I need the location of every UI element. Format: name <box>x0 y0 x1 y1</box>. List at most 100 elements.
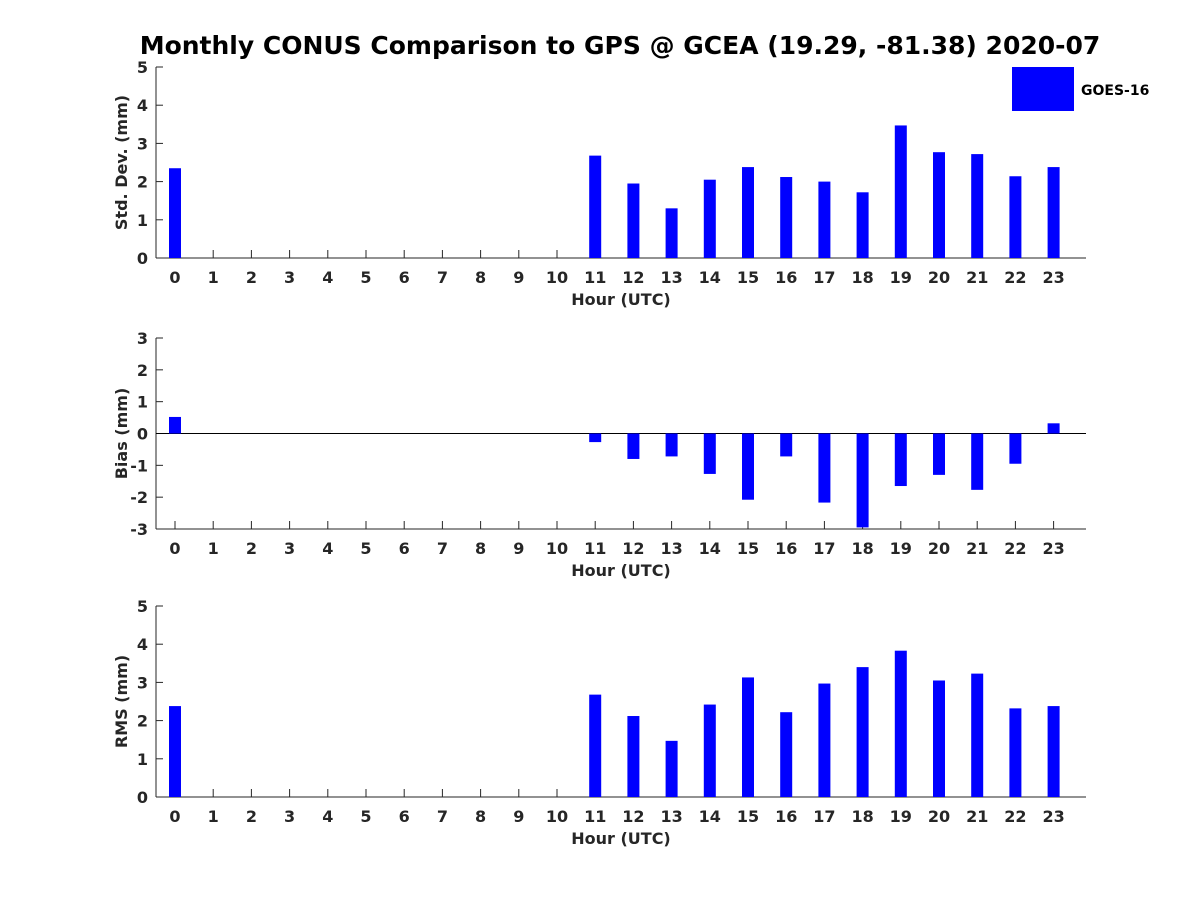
x-tick-label: 22 <box>1004 807 1026 826</box>
bar <box>1047 167 1060 258</box>
y-tick-label: -3 <box>130 520 148 539</box>
y-tick-label: 5 <box>137 58 148 77</box>
x-tick-label: 13 <box>660 539 682 558</box>
bar <box>627 433 640 459</box>
y-tick-label: 0 <box>137 425 148 444</box>
bar <box>894 433 907 487</box>
x-tick-label: 19 <box>890 807 912 826</box>
x-tick-label: 12 <box>622 539 644 558</box>
bar <box>665 433 678 457</box>
x-axis-label: Hour (UTC) <box>571 290 671 309</box>
bar <box>1009 433 1022 464</box>
x-tick-label: 15 <box>737 807 759 826</box>
x-tick-label: 2 <box>246 807 257 826</box>
bar <box>169 168 181 258</box>
x-tick-label: 11 <box>584 539 606 558</box>
bar <box>1047 423 1060 434</box>
bar <box>894 125 907 258</box>
x-tick-label: 6 <box>399 539 410 558</box>
x-tick-label: 13 <box>660 268 682 287</box>
x-tick-label: 0 <box>169 268 180 287</box>
bar <box>818 433 831 503</box>
y-tick-label: -1 <box>130 456 148 475</box>
y-tick-label: 4 <box>137 96 148 115</box>
bar <box>169 706 181 797</box>
x-tick-label: 1 <box>208 268 219 287</box>
x-axis-label: Hour (UTC) <box>571 561 671 580</box>
y-tick-label: 1 <box>137 393 148 412</box>
x-tick-label: 16 <box>775 268 797 287</box>
x-tick-label: 8 <box>475 268 486 287</box>
bar <box>818 683 831 797</box>
bar <box>780 177 793 258</box>
x-tick-label: 14 <box>699 539 721 558</box>
bar <box>894 650 907 797</box>
x-tick-label: 18 <box>851 268 873 287</box>
x-tick-label: 17 <box>813 539 835 558</box>
x-tick-label: 19 <box>890 268 912 287</box>
y-tick-label: 0 <box>137 788 148 807</box>
x-tick-label: 15 <box>737 539 759 558</box>
y-tick-label: 1 <box>137 750 148 769</box>
x-tick-label: 9 <box>513 268 524 287</box>
y-tick-label: 0 <box>137 249 148 268</box>
x-tick-label: 12 <box>622 268 644 287</box>
bar <box>742 433 754 500</box>
x-tick-label: 14 <box>699 807 721 826</box>
x-tick-label: 8 <box>475 807 486 826</box>
bar <box>971 154 984 258</box>
bar <box>818 181 831 258</box>
legend: GOES-16 <box>1012 67 1149 111</box>
x-tick-label: 1 <box>208 539 219 558</box>
bar <box>780 712 793 797</box>
x-tick-label: 21 <box>966 268 988 287</box>
legend-label: GOES-16 <box>1081 83 1149 99</box>
x-tick-label: 12 <box>622 807 644 826</box>
x-tick-label: 14 <box>699 268 721 287</box>
x-tick-label: 8 <box>475 539 486 558</box>
bar <box>971 673 984 797</box>
bar <box>1009 708 1022 797</box>
bar <box>971 433 984 490</box>
y-tick-label: 2 <box>137 173 148 192</box>
x-tick-label: 22 <box>1004 539 1026 558</box>
x-tick-label: 4 <box>322 807 333 826</box>
x-tick-label: 6 <box>399 807 410 826</box>
y-tick-label: 1 <box>137 211 148 230</box>
x-tick-label: 9 <box>513 807 524 826</box>
x-axis-label: Hour (UTC) <box>571 829 671 848</box>
y-tick-label: 3 <box>137 329 148 348</box>
x-tick-label: 15 <box>737 268 759 287</box>
x-tick-label: 16 <box>775 807 797 826</box>
x-tick-label: 10 <box>546 807 568 826</box>
bar <box>933 152 945 258</box>
x-tick-label: 7 <box>437 268 448 287</box>
figure-title: Monthly CONUS Comparison to GPS @ GCEA (… <box>140 31 1101 60</box>
x-tick-label: 5 <box>360 268 371 287</box>
bar <box>665 740 678 797</box>
x-tick-label: 17 <box>813 807 835 826</box>
bar <box>933 680 945 797</box>
x-tick-label: 11 <box>584 807 606 826</box>
x-tick-label: 21 <box>966 539 988 558</box>
bar <box>703 433 716 474</box>
x-tick-label: 7 <box>437 807 448 826</box>
x-tick-label: 0 <box>169 539 180 558</box>
x-tick-label: 10 <box>546 268 568 287</box>
bar <box>856 433 869 528</box>
x-tick-label: 2 <box>246 539 257 558</box>
bar <box>856 192 869 258</box>
x-tick-label: 20 <box>928 539 950 558</box>
bar <box>856 667 869 797</box>
bar <box>627 716 640 797</box>
x-tick-label: 7 <box>437 539 448 558</box>
bar <box>703 704 716 797</box>
bar <box>169 416 181 434</box>
x-tick-label: 21 <box>966 807 988 826</box>
y-tick-label: 5 <box>137 597 148 616</box>
x-tick-label: 5 <box>360 539 371 558</box>
x-tick-label: 9 <box>513 539 524 558</box>
x-tick-label: 13 <box>660 807 682 826</box>
x-tick-label: 18 <box>851 539 873 558</box>
